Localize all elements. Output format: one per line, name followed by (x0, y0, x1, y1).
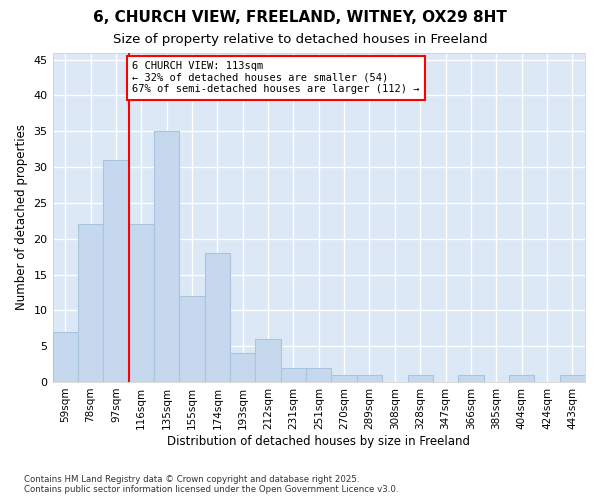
Bar (53, 332, 78, 382)
Bar (357, 375, 382, 382)
Text: 6 CHURCH VIEW: 113sqm
← 32% of detached houses are smaller (54)
67% of semi-deta: 6 CHURCH VIEW: 113sqm ← 32% of detached … (133, 61, 420, 94)
Y-axis label: Number of detached properties: Number of detached properties (15, 124, 28, 310)
Bar (281, 368, 306, 382)
Bar (560, 375, 585, 382)
Bar (154, 132, 179, 382)
Bar (230, 354, 256, 382)
Text: Size of property relative to detached houses in Freeland: Size of property relative to detached ho… (113, 32, 487, 46)
Bar (128, 224, 154, 382)
Bar (458, 375, 484, 382)
Bar (306, 368, 331, 382)
Bar (179, 296, 205, 382)
Bar (205, 253, 230, 382)
Bar (103, 160, 128, 382)
Bar (407, 375, 433, 382)
Bar (509, 375, 534, 382)
Bar (331, 375, 357, 382)
Bar (256, 339, 281, 382)
Text: 6, CHURCH VIEW, FREELAND, WITNEY, OX29 8HT: 6, CHURCH VIEW, FREELAND, WITNEY, OX29 8… (93, 10, 507, 25)
Text: Contains HM Land Registry data © Crown copyright and database right 2025.
Contai: Contains HM Land Registry data © Crown c… (24, 474, 398, 494)
Bar (78, 224, 103, 382)
X-axis label: Distribution of detached houses by size in Freeland: Distribution of detached houses by size … (167, 434, 470, 448)
